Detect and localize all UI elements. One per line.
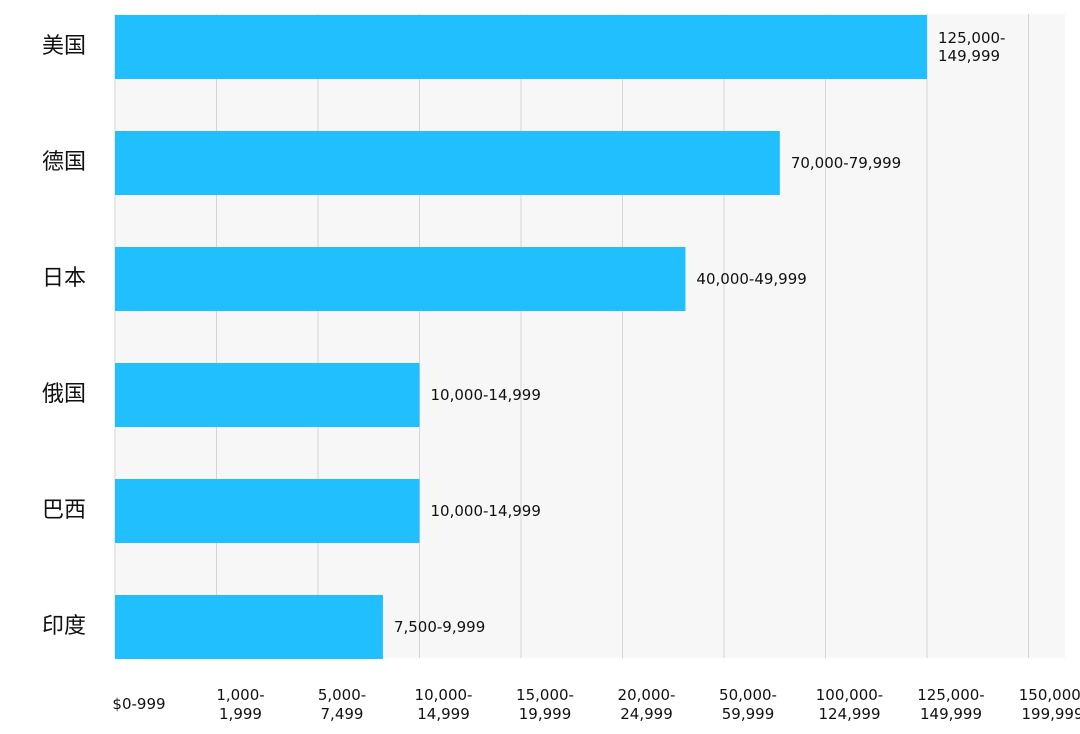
category-label: 美国 <box>42 34 86 59</box>
x-tick-label: 50,000-59,999 <box>719 686 777 723</box>
plot-background <box>115 14 1065 658</box>
bar <box>115 595 383 659</box>
data-label: 125,000-149,999 <box>938 29 1005 65</box>
category-label: 印度 <box>42 614 86 639</box>
bar <box>115 363 420 427</box>
x-tick-label: 5,000-7,499 <box>318 686 366 723</box>
data-label: 10,000-14,999 <box>431 386 541 404</box>
x-tick-label: 150,000-199,999 <box>1019 686 1080 723</box>
bar <box>115 15 927 79</box>
data-label: 7,500-9,999 <box>394 618 485 636</box>
data-label: 10,000-14,999 <box>431 502 541 520</box>
x-tick-label: 1,000-1,999 <box>216 686 264 723</box>
value-labels: 125,000-149,999 70,000-79,999 40,000-49,99… <box>394 29 1005 636</box>
grid-lines <box>114 14 1029 658</box>
x-axis-ticks: $0-999 1,000-1,999 5,000-7,499 10,000-14,99… <box>112 686 1080 723</box>
x-tick-label: 125,000-149,999 <box>917 686 984 723</box>
category-label: 德国 <box>42 150 86 175</box>
category-label: 日本 <box>42 266 86 291</box>
bars <box>115 15 927 659</box>
bar <box>115 479 420 543</box>
x-tick-label: 100,000-124,999 <box>816 686 883 723</box>
bar <box>115 131 780 195</box>
bar <box>115 247 686 311</box>
x-tick-label: $0-999 <box>112 695 165 713</box>
data-label: 40,000-49,999 <box>696 270 806 288</box>
x-tick-label: 10,000-14,999 <box>415 686 473 723</box>
data-label: 70,000-79,999 <box>791 154 901 172</box>
category-label: 巴西 <box>42 498 86 523</box>
category-label: 俄国 <box>42 382 86 407</box>
x-tick-label: 20,000-24,999 <box>618 686 676 723</box>
x-tick-label: 15,000-19,999 <box>516 686 574 723</box>
